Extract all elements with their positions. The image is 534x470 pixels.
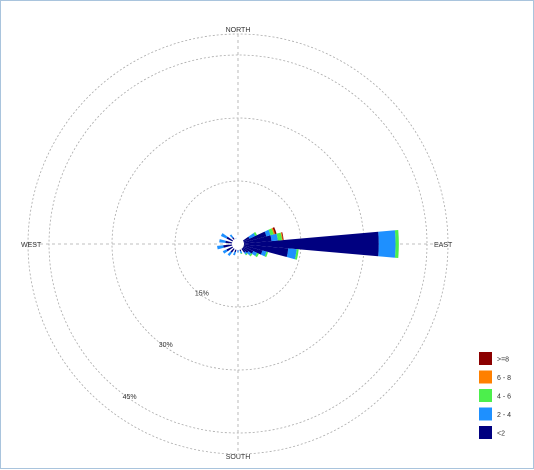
direction-labels: NORTH SOUTH EAST WEST bbox=[21, 27, 453, 461]
direction-label-north: NORTH bbox=[226, 27, 251, 34]
calm-center-circle bbox=[232, 238, 244, 250]
direction-label-west: WEST bbox=[21, 242, 42, 249]
legend-swatch-1 bbox=[479, 370, 492, 384]
wedge-dir-70-bin-0 bbox=[238, 231, 267, 244]
legend-label-1: 6 - 8 bbox=[497, 375, 511, 382]
wedge-dir-130-bin-1 bbox=[246, 251, 252, 256]
wedge-dir-180-bin-1 bbox=[237, 250, 239, 253]
wedge-dir-110-bin-0 bbox=[238, 244, 263, 255]
legend: >=8 6 - 8 4 - 6 2 - 4 <2 bbox=[479, 352, 511, 439]
legend-swatch-3 bbox=[479, 407, 492, 421]
legend-label-4: <2 bbox=[497, 431, 505, 438]
wedge-dir-70-bin-4 bbox=[272, 227, 277, 235]
wedge-dir-300-bin-1 bbox=[220, 233, 228, 239]
wedge-dir-80-bin-3 bbox=[280, 232, 283, 241]
ring-label-0: 15% bbox=[195, 291, 209, 298]
wedge-dir-70-bin-2 bbox=[268, 228, 274, 236]
legend-swatch-0 bbox=[479, 352, 492, 365]
wedge-dir-110-bin-2 bbox=[264, 251, 269, 258]
wedge-dir-140-bin-1 bbox=[244, 251, 247, 255]
wedge-dir-110-bin-1 bbox=[260, 250, 267, 257]
wedge-dir-60-bin-2 bbox=[253, 231, 258, 237]
wedge-dir-260-bin-1 bbox=[217, 245, 224, 250]
wedge-dir-200-bin-1 bbox=[233, 251, 236, 256]
ring-label-1: 30% bbox=[159, 342, 173, 349]
wedge-dir-120-bin-2 bbox=[255, 252, 259, 258]
legend-label-0: >=8 bbox=[497, 357, 509, 364]
direction-label-south: SOUTH bbox=[226, 454, 251, 461]
wedge-dir-100-bin-0 bbox=[238, 244, 289, 258]
direction-label-east: EAST bbox=[434, 242, 453, 249]
legend-swatch-2 bbox=[479, 389, 492, 402]
wedge-dir-140-bin-2 bbox=[245, 252, 248, 256]
wedge-dir-80-bin-1 bbox=[270, 233, 278, 242]
ring-labels: 15% 30% 45% bbox=[123, 291, 209, 401]
ring-label-2: 45% bbox=[123, 394, 137, 401]
wedge-dir-90-bin-0 bbox=[238, 231, 379, 257]
wedge-dir-100-bin-1 bbox=[286, 248, 297, 260]
wind-wedges bbox=[217, 227, 399, 260]
wedge-dir-90-bin-1 bbox=[378, 230, 396, 258]
wedge-dir-80-bin-2 bbox=[276, 232, 282, 241]
wedge-dir-70-bin-1 bbox=[264, 229, 271, 237]
legend-label-2: 4 - 6 bbox=[497, 394, 511, 401]
wedge-dir-160-bin-1 bbox=[239, 250, 243, 254]
wedge-dir-90-bin-2 bbox=[394, 229, 399, 259]
wedge-dir-60-bin-1 bbox=[248, 233, 256, 239]
wedge-dir-320-bin-1 bbox=[229, 234, 234, 239]
wedge-dir-160-bin-2 bbox=[240, 252, 243, 255]
wedge-dir-120-bin-1 bbox=[251, 251, 258, 257]
legend-swatch-4 bbox=[479, 426, 492, 439]
wedge-dir-80-bin-0 bbox=[238, 235, 272, 244]
legend-label-3: 2 - 4 bbox=[497, 412, 511, 419]
wedge-dir-70-bin-3 bbox=[271, 227, 275, 235]
wedge-dir-240-bin-1 bbox=[222, 249, 228, 254]
wedge-dir-130-bin-2 bbox=[249, 253, 253, 257]
wedge-dir-220-bin-1 bbox=[227, 251, 232, 257]
wedge-dir-100-bin-2 bbox=[294, 249, 299, 260]
wedge-dir-280-bin-1 bbox=[219, 239, 226, 243]
wedge-dir-80-bin-4 bbox=[281, 232, 284, 241]
